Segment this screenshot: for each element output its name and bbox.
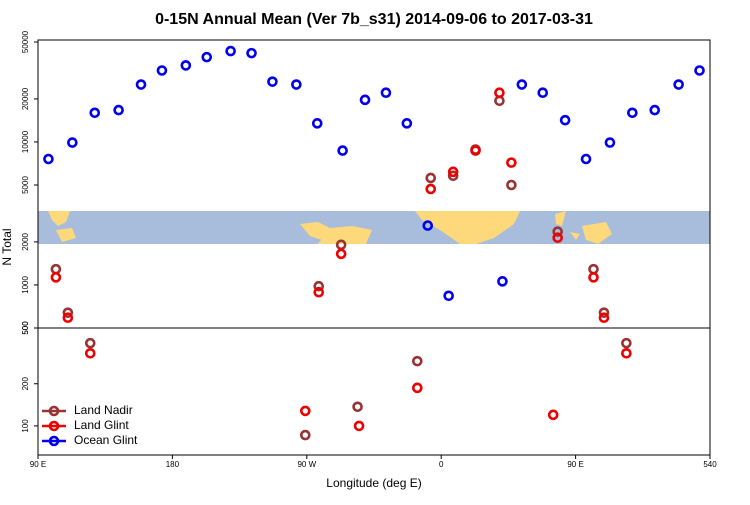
- point: [547, 409, 559, 421]
- legend-marker: [48, 420, 60, 432]
- legend-label: Land Glint: [74, 418, 129, 432]
- legend-label: Land Nadir: [74, 403, 133, 417]
- y-tick-label: 1000: [21, 276, 30, 294]
- point: [201, 51, 213, 63]
- land: [48, 211, 76, 242]
- point: [552, 226, 563, 237]
- point: [621, 347, 632, 359]
- point: [598, 312, 610, 324]
- point: [43, 153, 54, 165]
- x-tick-label: 90 E: [30, 460, 46, 469]
- point: [62, 312, 74, 324]
- point: [89, 107, 101, 119]
- y-axis-label: N Total: [0, 228, 14, 265]
- point: [516, 79, 528, 90]
- land: [415, 211, 520, 244]
- point: [447, 166, 459, 178]
- point: [588, 272, 599, 283]
- point: [353, 420, 365, 432]
- y-tick-label: 50000: [21, 30, 30, 53]
- point: [494, 87, 505, 99]
- x-tick-label: 0: [439, 460, 444, 469]
- point: [156, 65, 168, 76]
- point: [422, 220, 434, 231]
- chart-title: 0-15N Annual Mean (Ver 7b_s31) 2014-09-0…: [155, 11, 593, 28]
- point: [580, 153, 592, 165]
- point: [627, 107, 638, 119]
- point: [135, 79, 147, 90]
- point: [359, 94, 371, 106]
- map-strip: [38, 211, 710, 244]
- y-tick-label: 5000: [21, 176, 30, 194]
- point: [311, 118, 323, 129]
- point: [470, 145, 481, 156]
- x-axis-label: Longitude (deg E): [326, 476, 421, 490]
- legend-label: Ocean Glint: [74, 433, 138, 447]
- point: [425, 183, 437, 195]
- point: [313, 286, 325, 298]
- point: [552, 232, 563, 244]
- y-tick-label: 100: [21, 419, 30, 433]
- point: [84, 347, 96, 359]
- point: [497, 276, 508, 287]
- point: [598, 307, 610, 318]
- point: [267, 76, 278, 87]
- point: [447, 170, 459, 182]
- point: [537, 87, 549, 99]
- point: [300, 405, 311, 417]
- point: [649, 104, 661, 116]
- point: [62, 307, 74, 318]
- plot-frame: [37, 39, 711, 456]
- y-tick-label: 10000: [21, 130, 30, 153]
- land: [300, 222, 372, 244]
- point: [412, 382, 423, 394]
- point: [621, 337, 632, 349]
- point: [506, 179, 517, 191]
- land: [555, 211, 612, 244]
- point: [337, 145, 348, 156]
- point: [380, 87, 392, 99]
- legend-marker: [48, 435, 60, 447]
- point: [50, 272, 62, 283]
- point: [67, 137, 78, 148]
- point: [313, 280, 325, 292]
- point: [225, 45, 236, 57]
- y-tick-label: 200: [21, 377, 30, 391]
- point: [180, 60, 192, 71]
- point: [113, 104, 124, 116]
- y-tick-label: 500: [21, 321, 30, 335]
- y-tick-label: 20000: [21, 87, 30, 110]
- x-tick-label: 90 E: [567, 460, 583, 469]
- point: [84, 337, 96, 349]
- x-tick-label: 540: [703, 460, 717, 469]
- point: [559, 114, 571, 126]
- point: [506, 157, 517, 168]
- point: [291, 79, 302, 90]
- point: [335, 248, 347, 260]
- point: [352, 401, 363, 413]
- x-tick-label: 180: [166, 460, 180, 469]
- point: [673, 79, 684, 90]
- point: [300, 429, 311, 441]
- point: [401, 118, 413, 129]
- ocean: [38, 211, 710, 244]
- y-tick-label: 500: [21, 321, 30, 335]
- x-tick-label: 90 W: [297, 460, 316, 469]
- legend-marker: [48, 405, 60, 417]
- point: [604, 137, 616, 148]
- point: [694, 65, 705, 76]
- point: [425, 172, 437, 184]
- point: [412, 355, 423, 367]
- point: [246, 47, 257, 59]
- y-tick-label: 2000: [21, 232, 30, 250]
- point: [443, 290, 454, 302]
